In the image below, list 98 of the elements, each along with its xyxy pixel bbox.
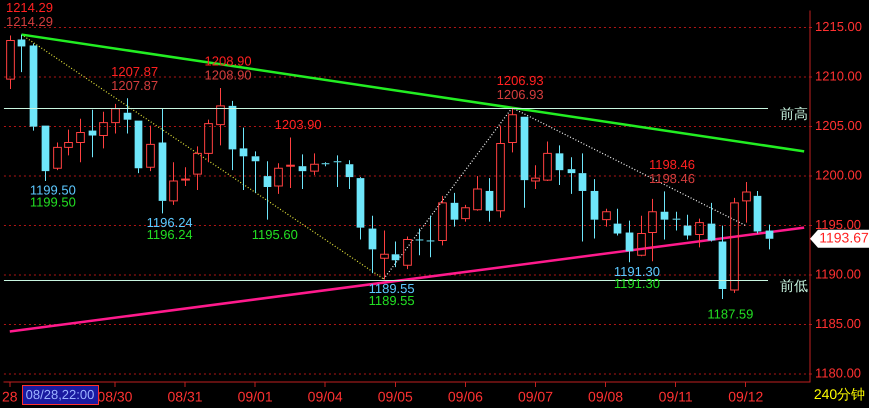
candlestick <box>30 42 38 132</box>
candlestick <box>578 152 586 242</box>
annotation: 1206.93 <box>496 87 544 102</box>
annotation: 1203.90 <box>274 117 322 132</box>
candlestick <box>637 215 646 257</box>
candlestick <box>718 225 726 300</box>
candlestick <box>124 98 132 134</box>
annotation: 1198.46 <box>648 156 695 172</box>
candlestick <box>252 150 260 194</box>
candlestick <box>520 116 528 208</box>
candlestick <box>648 198 657 262</box>
text: 1193.67 <box>819 230 869 246</box>
candlestick <box>99 111 108 149</box>
candlestick <box>450 192 458 228</box>
y-tick-label: 1185.00 <box>815 316 862 332</box>
candlestick <box>708 202 716 242</box>
x-tick-label: 09/07 <box>518 388 554 404</box>
annotation: 1214.29 <box>6 0 53 16</box>
candlestick <box>6 35 15 90</box>
annotation: 1208.90 <box>204 54 252 69</box>
candlestick <box>158 108 166 214</box>
annotation: 1207.87 <box>111 78 158 93</box>
x-tick-label: 28 <box>2 388 18 404</box>
candlestick <box>672 211 680 232</box>
candlestick <box>754 190 762 234</box>
x-tick-label: 09/08 <box>588 388 624 404</box>
candlestick <box>602 208 611 228</box>
candlestick <box>473 176 482 212</box>
candlestick <box>64 129 73 156</box>
candlestick <box>193 146 202 190</box>
y-tick-label: 1195.00 <box>815 217 862 232</box>
annotation: 1207.87 <box>111 64 158 79</box>
candlestick <box>590 178 598 239</box>
x-tick-label: 09/01 <box>238 388 273 404</box>
candlestick <box>486 178 494 222</box>
candlestick <box>684 214 692 240</box>
candlestick <box>286 137 295 188</box>
y-tick-label: 1200.00 <box>815 168 862 183</box>
candlestick <box>568 156 576 194</box>
x-tick-label: 08/31 <box>167 388 203 404</box>
candlestick <box>228 100 236 171</box>
candlestick <box>368 215 376 274</box>
candlestick <box>274 162 283 194</box>
candlestick <box>334 154 342 188</box>
candlestick <box>134 120 142 174</box>
candlestick <box>380 230 389 280</box>
candlestick <box>766 224 774 250</box>
candlestick <box>614 208 622 236</box>
candlestick <box>76 118 85 163</box>
annotation: 1198.46 <box>648 170 695 186</box>
candlestick <box>742 182 751 224</box>
x-tick-label: 09/05 <box>378 388 414 404</box>
ref-line-label: 前高 <box>780 105 808 122</box>
annotation: 1191.30 <box>614 264 660 279</box>
candlestick <box>556 144 564 186</box>
candlestick <box>695 218 704 248</box>
annotation: 1206.93 <box>496 73 544 88</box>
candlestick <box>496 125 505 218</box>
candlestick <box>169 162 178 206</box>
candlestick <box>543 140 552 182</box>
candlestick <box>531 164 540 190</box>
x-tick-label: 09/06 <box>448 388 484 404</box>
y-tick-label: 1215.00 <box>815 19 862 34</box>
x-tick-label: 09/04 <box>308 388 343 404</box>
text: 240分钟 <box>814 386 866 402</box>
candlestick <box>356 176 364 240</box>
y-tick-label: 1205.00 <box>815 118 862 134</box>
ref-line-label: 前低 <box>780 277 808 294</box>
y-tick-label: 1210.00 <box>815 68 862 84</box>
candlestick <box>626 220 634 263</box>
annotation: 1187.59 <box>707 306 754 322</box>
candlestick <box>181 166 190 187</box>
annotation: 1208.90 <box>204 68 252 83</box>
candlestick <box>88 109 96 158</box>
candlestick <box>240 127 248 190</box>
candlestick <box>264 160 272 220</box>
x-tick-label: 09/11 <box>658 388 693 404</box>
candlestick <box>660 190 668 240</box>
candlestick <box>508 107 517 153</box>
y-tick-label: 1190.00 <box>815 266 862 282</box>
candlestick <box>298 154 306 190</box>
candlestick <box>204 119 213 163</box>
candlestick <box>216 88 225 146</box>
candlestick <box>111 103 120 134</box>
x-tick-label: 09/12 <box>728 388 764 404</box>
candlestick <box>322 162 330 167</box>
y-tick-label: 1180.00 <box>815 366 862 381</box>
candlestick <box>310 152 319 176</box>
text: 08/28,22:00 <box>26 387 94 402</box>
candlestick <box>18 34 26 73</box>
candlestick <box>146 125 155 172</box>
candlestick <box>392 240 400 268</box>
annotation: 1214.29 <box>6 14 53 30</box>
annotation: 1195.60 <box>252 227 298 242</box>
candlestick <box>426 215 434 258</box>
candlestick <box>416 228 424 256</box>
candlestick <box>346 160 354 190</box>
candlestick <box>438 195 447 246</box>
